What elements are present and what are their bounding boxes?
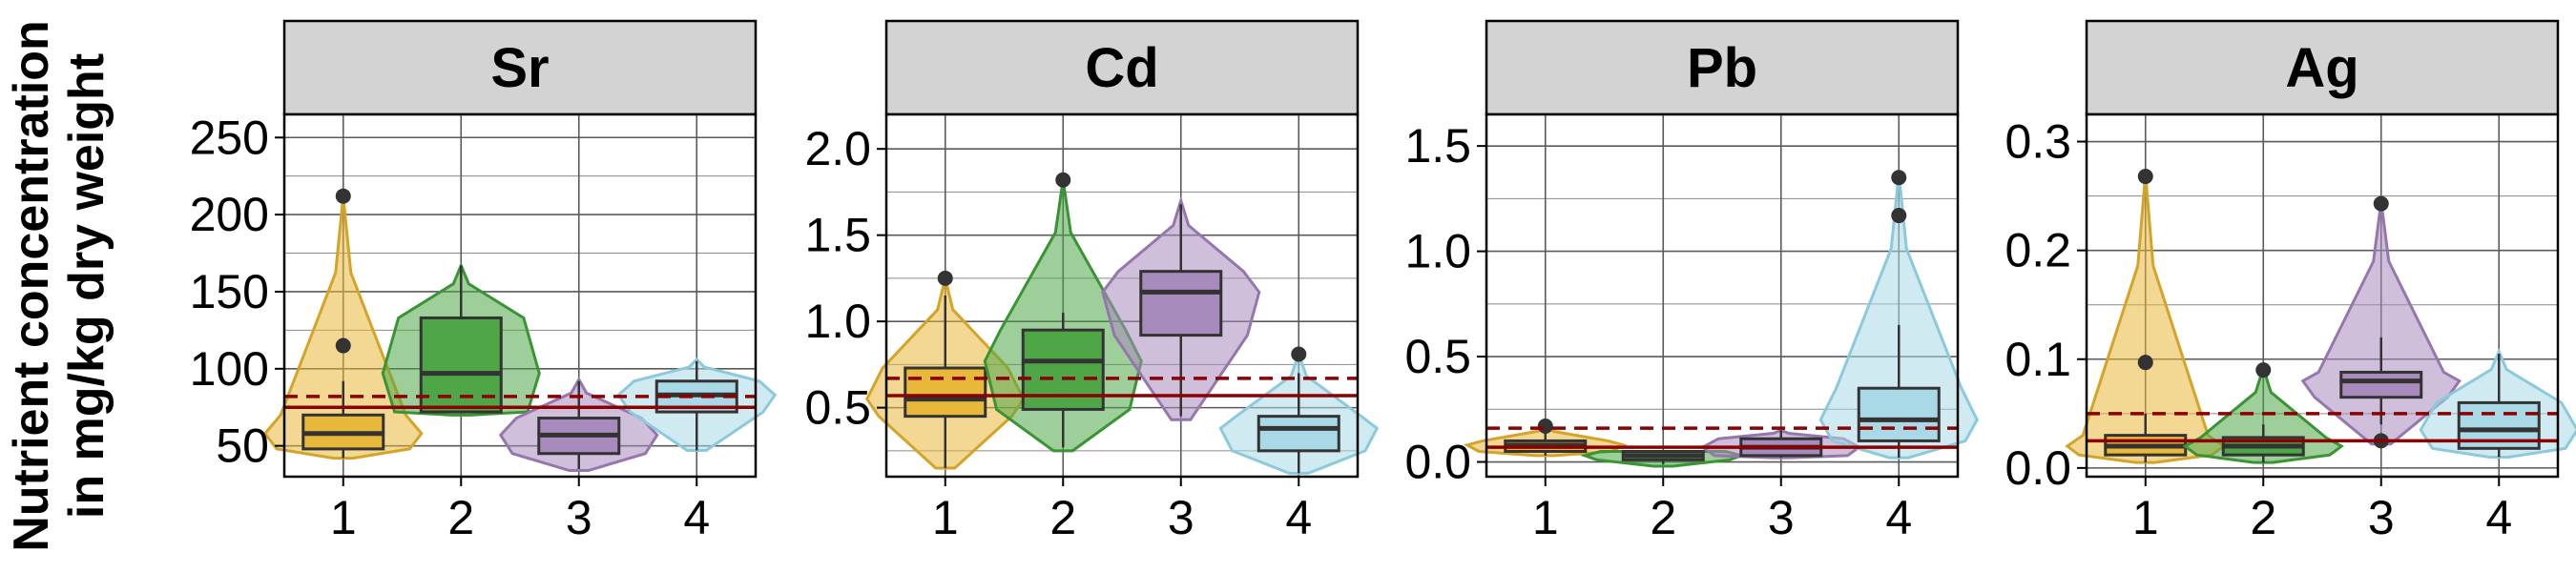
outlier-point bbox=[335, 188, 351, 204]
group-4 bbox=[1218, 346, 1380, 475]
y-axis-title: Nutrient concentration in mg/kg dry weig… bbox=[4, 20, 114, 552]
outlier-point bbox=[1291, 346, 1307, 362]
group-1 bbox=[865, 270, 1026, 470]
outlier-point bbox=[2373, 195, 2389, 212]
y-axis-ticks: 0.0 0.1 0.2 0.3 bbox=[2005, 115, 2087, 495]
outlier-point bbox=[335, 337, 351, 354]
group-3 bbox=[498, 377, 659, 473]
x-tick-label: 2 bbox=[1650, 491, 1676, 544]
group-3 bbox=[2300, 195, 2462, 449]
facet-strip bbox=[282, 19, 758, 116]
x-tick-label: 4 bbox=[683, 491, 710, 544]
outlier-point bbox=[1891, 170, 1907, 186]
y-tick-label: 0.5 bbox=[804, 381, 871, 435]
x-tick-label: 1 bbox=[330, 491, 357, 544]
panel-border bbox=[282, 112, 758, 479]
outlier-point bbox=[2137, 355, 2153, 371]
panel-cd: Cd 0.5 1.0 1.5 2.0 1 2 3 4 bbox=[804, 19, 1380, 544]
y-tick-label: 0.2 bbox=[2005, 224, 2071, 277]
y-axis-ticks: 0.5 1.0 1.5 2.0 bbox=[804, 122, 886, 435]
y-tick-label: 1.0 bbox=[804, 295, 871, 348]
y-tick-label: 0.5 bbox=[1404, 330, 1471, 383]
facet-strip-label: Sr bbox=[490, 37, 549, 99]
x-tick-label: 3 bbox=[566, 491, 592, 544]
y-tick-label: 1.5 bbox=[1404, 119, 1471, 173]
box bbox=[1857, 386, 1941, 442]
box bbox=[1257, 415, 1340, 453]
y-tick-label: 250 bbox=[190, 111, 269, 164]
y-tick-label: 200 bbox=[190, 188, 269, 241]
outlier-point bbox=[2137, 169, 2153, 185]
facet-strip-label: Pb bbox=[1687, 37, 1757, 99]
box bbox=[1139, 270, 1223, 337]
x-tick-label: 4 bbox=[1885, 491, 1912, 544]
x-axis-ticks: 1 2 3 4 bbox=[932, 477, 1312, 544]
y-tick-label: 1.5 bbox=[804, 209, 871, 262]
x-axis-ticks: 1 2 3 4 bbox=[1532, 477, 1912, 544]
box bbox=[2339, 370, 2423, 399]
y-axis-ticks: 50 100 150 200 250 bbox=[190, 111, 284, 473]
panel-border bbox=[884, 112, 1360, 479]
y-tick-label: 100 bbox=[190, 342, 269, 396]
group-3 bbox=[1101, 195, 1261, 421]
x-tick-label: 2 bbox=[2250, 491, 2276, 544]
x-tick-label: 3 bbox=[1168, 491, 1195, 544]
x-tick-label: 1 bbox=[932, 491, 959, 544]
y-tick-label: 1.0 bbox=[1404, 225, 1471, 278]
y-tick-label: 0.3 bbox=[2005, 115, 2071, 169]
outlier-point bbox=[1055, 172, 1071, 188]
y-tick-label: 0.0 bbox=[2005, 441, 2071, 495]
facet-strip-label: Cd bbox=[1085, 37, 1158, 99]
facet-strip bbox=[884, 19, 1360, 116]
panel-pb: Pb 0.0 0.5 1.0 1.5 1 2 3 4 bbox=[1404, 19, 1979, 544]
y-axis-title-line2: in mg/kg dry weight bbox=[59, 53, 114, 519]
y-tick-label: 150 bbox=[190, 265, 269, 318]
x-tick-label: 4 bbox=[2485, 491, 2512, 544]
x-tick-label: 3 bbox=[1768, 491, 1795, 544]
box bbox=[1021, 328, 1105, 411]
facet-strip-label: Ag bbox=[2285, 37, 2358, 99]
outlier-point bbox=[2255, 362, 2272, 378]
outlier-point bbox=[937, 270, 953, 286]
x-tick-label: 3 bbox=[2368, 491, 2395, 544]
facet-strip bbox=[2085, 19, 2560, 116]
y-tick-label: 0.1 bbox=[2005, 333, 2071, 386]
outlier-point bbox=[1891, 208, 1907, 224]
box bbox=[904, 366, 987, 419]
group-4 bbox=[1818, 170, 1979, 460]
y-tick-label: 50 bbox=[216, 419, 269, 473]
x-tick-label: 1 bbox=[2132, 491, 2159, 544]
panel-border bbox=[1485, 112, 1960, 479]
x-tick-label: 2 bbox=[1049, 491, 1076, 544]
x-axis-ticks: 1 2 3 4 bbox=[330, 477, 710, 544]
x-tick-label: 1 bbox=[1532, 491, 1559, 544]
y-tick-label: 0.0 bbox=[1404, 436, 1471, 489]
y-axis-title-line1: Nutrient concentration bbox=[4, 20, 59, 552]
x-tick-label: 4 bbox=[1285, 491, 1312, 544]
panel-border bbox=[2085, 112, 2560, 479]
panel-sr: Sr 50 100 150 200 250 1 2 3 4 bbox=[190, 19, 778, 544]
y-tick-label: 2.0 bbox=[804, 122, 871, 175]
x-tick-label: 2 bbox=[447, 491, 474, 544]
x-axis-ticks: 1 2 3 4 bbox=[2132, 477, 2512, 544]
y-axis-ticks: 0.0 0.5 1.0 1.5 bbox=[1404, 119, 1486, 489]
outlier-point bbox=[1537, 418, 1553, 434]
panel-ag: Ag 0.0 0.1 0.2 0.3 1 2 3 4 bbox=[2005, 19, 2576, 544]
